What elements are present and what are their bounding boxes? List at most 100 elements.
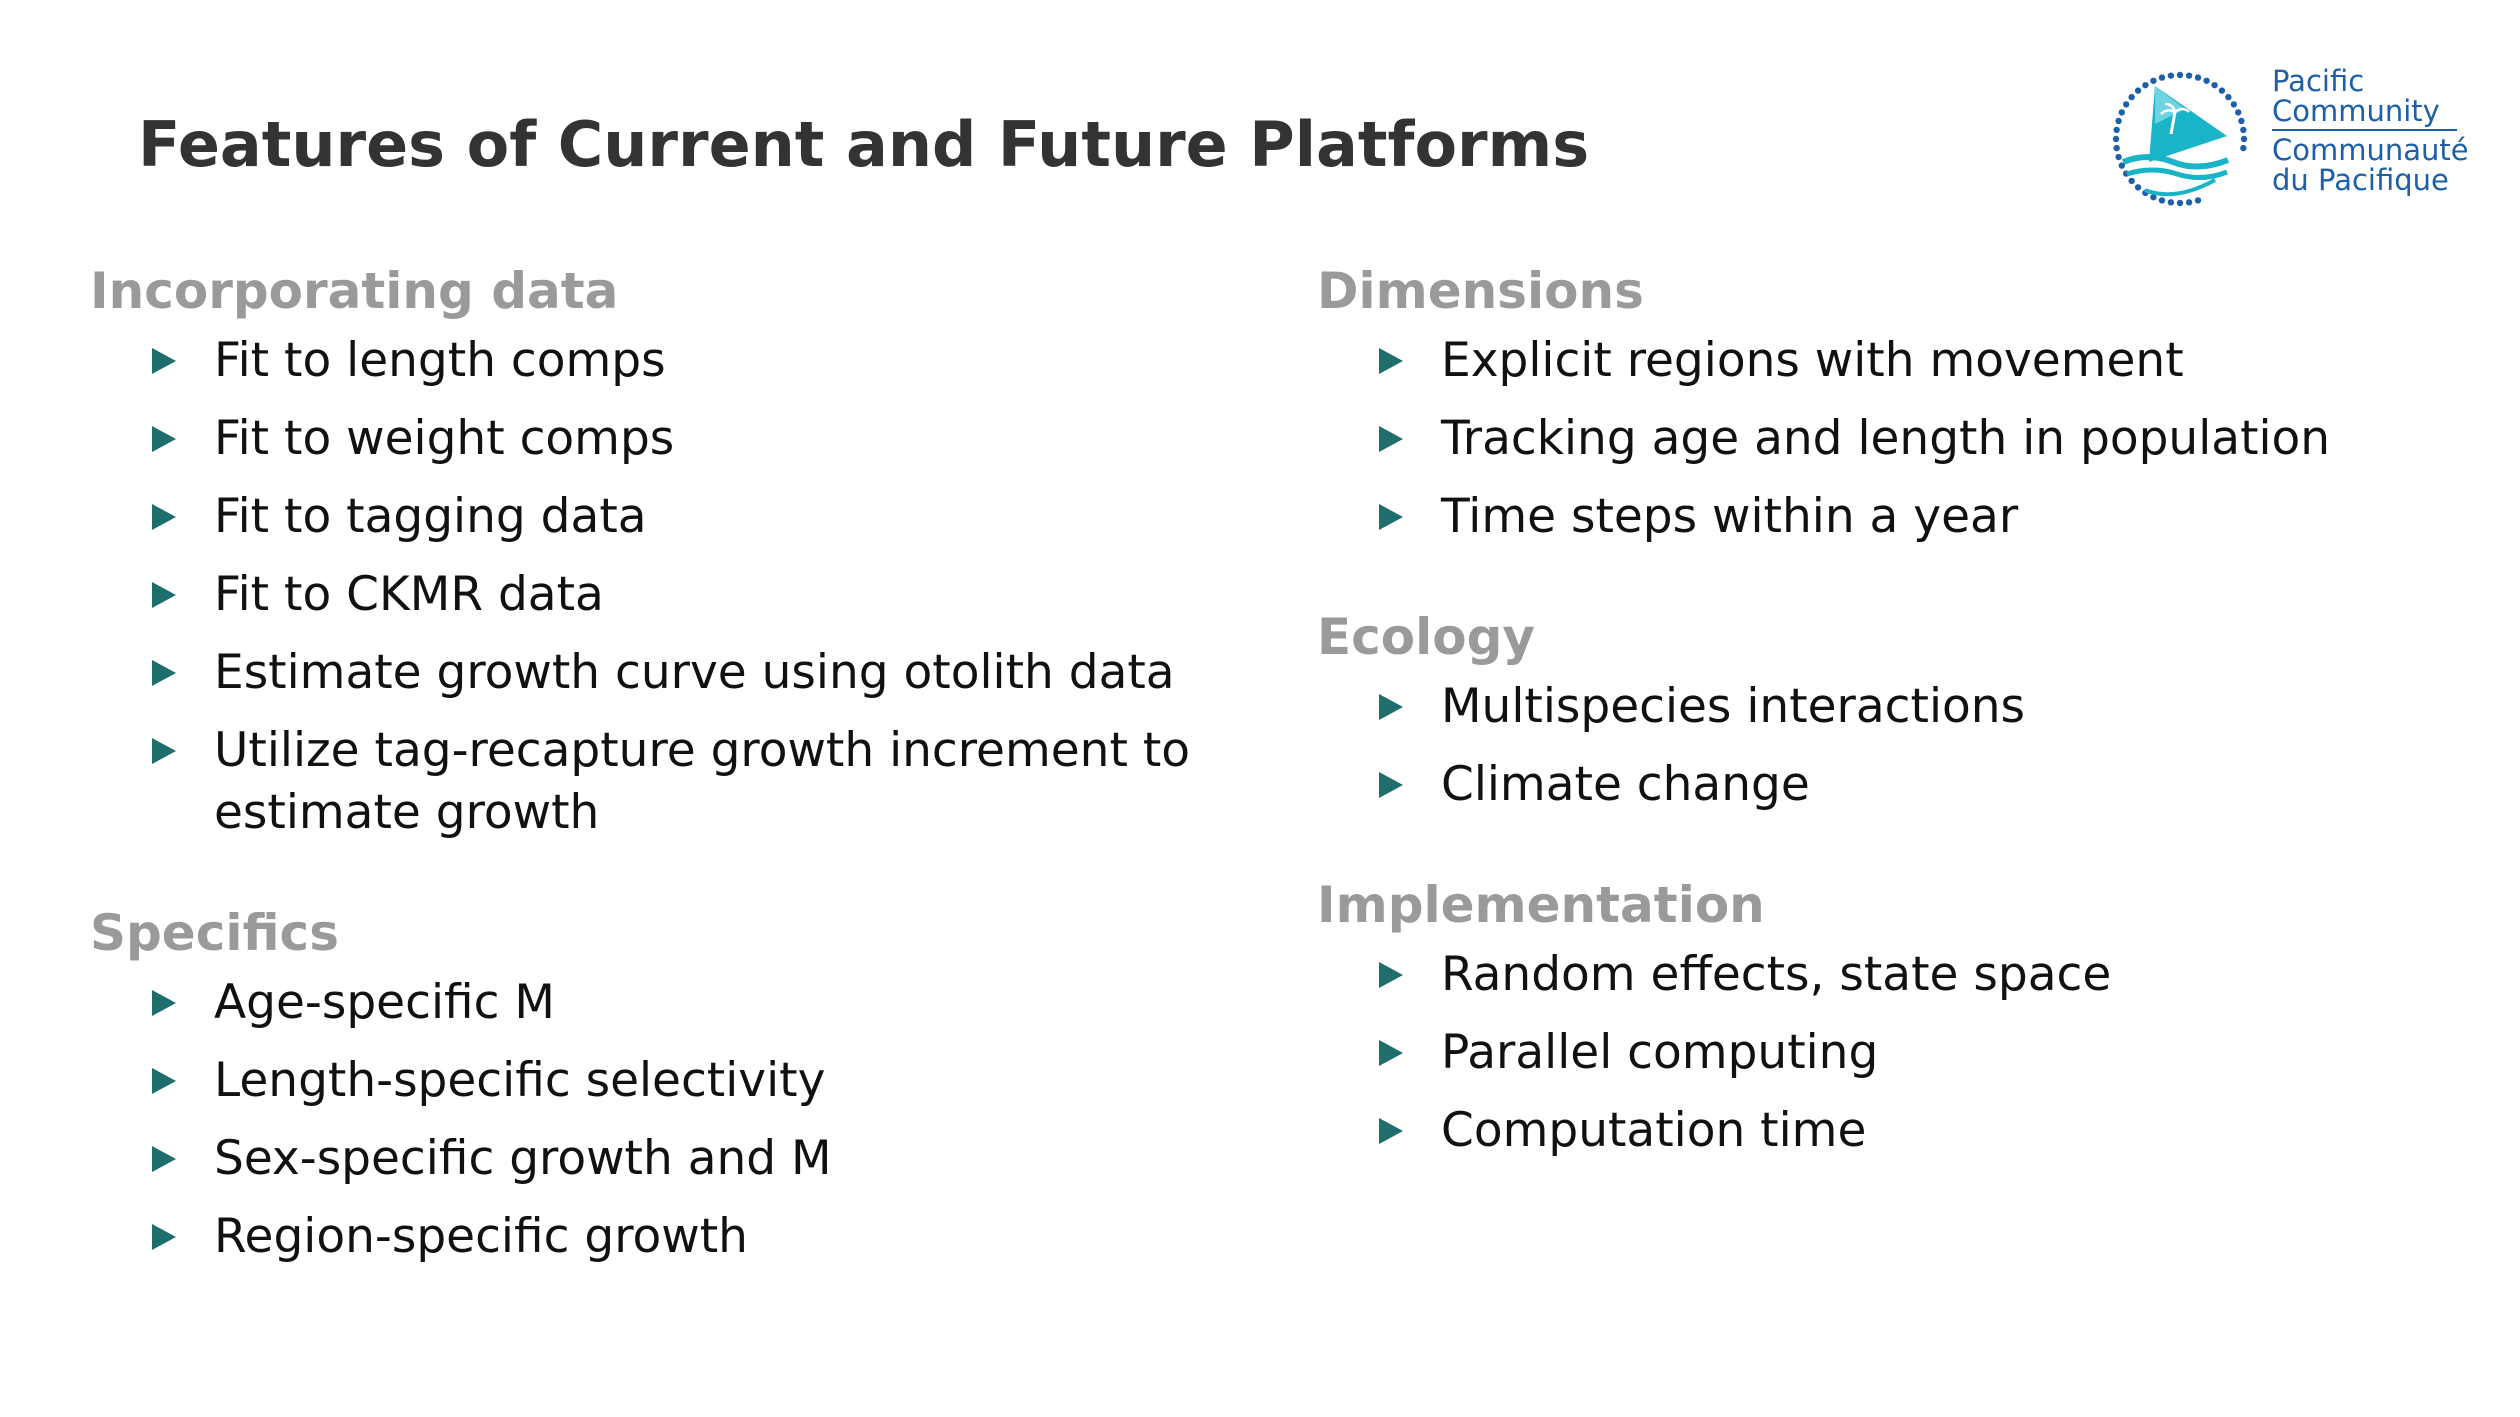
section-implementation: Implementation Random effects, state spa… xyxy=(1317,872,2467,1162)
logo-line-3: Communauté xyxy=(2272,133,2469,167)
bullet-item: Parallel computing xyxy=(1317,1022,2441,1084)
logo-dot xyxy=(2128,93,2135,101)
logo-dot xyxy=(2128,177,2135,185)
section-heading: Incorporating data xyxy=(90,262,619,320)
left-column: Incorporating data Fit to length comps F… xyxy=(90,258,1240,1324)
logo-dot xyxy=(2176,71,2184,79)
triangle-bullet-icon xyxy=(152,348,176,374)
logo-dot xyxy=(2211,81,2218,89)
triangle-bullet-icon xyxy=(152,1068,176,1094)
triangle-bullet-icon xyxy=(152,738,176,764)
bullet-text: Climate change xyxy=(1441,757,1810,812)
logo-dot xyxy=(2115,117,2122,125)
section-heading: Dimensions xyxy=(1317,262,1644,320)
bullet-item: Length-specific selectivity xyxy=(90,1050,1214,1112)
triangle-bullet-icon xyxy=(1379,1118,1403,1144)
bullet-text: Parallel computing xyxy=(1441,1025,1879,1080)
logo-line-2: Community xyxy=(2272,94,2440,128)
triangle-bullet-icon xyxy=(152,660,176,686)
logo-dot xyxy=(2240,126,2247,134)
logo-dot xyxy=(2118,109,2125,116)
bullet-list: Explicit regions with movement Tracking … xyxy=(1317,330,2467,548)
logo-dot xyxy=(2185,199,2193,206)
bullet-text: Length-specific selectivity xyxy=(214,1053,826,1108)
bullet-text: Multispecies interactions xyxy=(1441,679,2026,734)
bullet-list: Fit to length comps Fit to weight comps … xyxy=(90,330,1240,844)
logo-dot xyxy=(2122,101,2130,108)
triangle-bullet-icon xyxy=(152,990,176,1016)
logo-dot xyxy=(2167,199,2175,206)
triangle-bullet-icon xyxy=(152,504,176,530)
bullet-item: Region-specific growth xyxy=(90,1206,1214,1268)
triangle-bullet-icon xyxy=(1379,504,1403,530)
section-ecology: Ecology Multispecies interactions Climat… xyxy=(1317,604,2467,816)
bullet-text: Fit to CKMR data xyxy=(214,567,604,622)
logo-line-1: Pacific xyxy=(2272,64,2365,98)
logo-dot xyxy=(2113,126,2120,134)
triangle-bullet-icon xyxy=(1379,962,1403,988)
triangle-bullet-icon xyxy=(1379,426,1403,452)
logo-text: Pacific Community Communauté du Pacifiqu… xyxy=(2272,66,2469,195)
bullet-text: Computation time xyxy=(1441,1103,1867,1158)
bullet-list: Multispecies interactions Climate change xyxy=(1317,676,2467,816)
bullet-item: Estimate growth curve using otolith data xyxy=(90,642,1214,704)
logo-dot xyxy=(2113,144,2120,152)
logo-dot xyxy=(2118,162,2125,169)
triangle-bullet-icon xyxy=(152,1146,176,1172)
logo-dot xyxy=(2150,77,2157,84)
logo-dot xyxy=(2240,135,2248,143)
bullet-item: Computation time xyxy=(1317,1100,2441,1162)
section-dimensions: Dimensions Explicit regions with movemen… xyxy=(1317,258,2467,548)
bullet-text: Fit to length comps xyxy=(214,333,666,388)
bullet-text: Fit to weight comps xyxy=(214,411,675,466)
section-heading: Specifics xyxy=(90,904,339,962)
logo-divider xyxy=(2272,129,2457,131)
logo-dot xyxy=(2134,87,2142,94)
logo-dot xyxy=(2218,87,2226,94)
bullet-text: Utilize tag-recapture growth increment t… xyxy=(214,723,1191,840)
logo-dot xyxy=(2235,109,2242,116)
slide-title: Features of Current and Future Platforms xyxy=(138,108,1590,181)
triangle-bullet-icon xyxy=(1379,348,1403,374)
logo-dot xyxy=(2185,72,2193,79)
logo-dot xyxy=(2203,77,2210,84)
triangle-bullet-icon xyxy=(1379,1040,1403,1066)
logo-dot xyxy=(2167,72,2175,79)
logo-dot xyxy=(2134,184,2142,191)
logo-dot xyxy=(2238,117,2245,125)
bullet-text: Region-specific growth xyxy=(214,1209,748,1264)
pacific-community-logo-icon xyxy=(2112,71,2248,207)
bullet-item: Age-specific M xyxy=(90,972,1214,1034)
section-specifics: Specifics Age-specific M Length-specific… xyxy=(90,900,1240,1268)
logo-dot xyxy=(2158,74,2166,81)
triangle-bullet-icon xyxy=(1379,694,1403,720)
bullet-item: Tracking age and length in population xyxy=(1317,408,2441,470)
bullet-text: Time steps within a year xyxy=(1441,489,2019,544)
bullet-list: Age-specific M Length-specific selectivi… xyxy=(90,972,1240,1268)
bullet-item: Multispecies interactions xyxy=(1317,676,2441,738)
bullet-text: Tracking age and length in population xyxy=(1441,411,2331,466)
bullet-item: Fit to length comps xyxy=(90,330,1214,392)
logo-dot xyxy=(2194,197,2202,204)
bullet-item: Climate change xyxy=(1317,754,2441,816)
logo-dot xyxy=(2225,93,2232,101)
bullet-item: Sex-specific growth and M xyxy=(90,1128,1214,1190)
logo-dot xyxy=(2115,153,2122,161)
bullet-text: Fit to tagging data xyxy=(214,489,647,544)
triangle-bullet-icon xyxy=(1379,772,1403,798)
logo-dot xyxy=(2112,135,2120,143)
logo-dot xyxy=(2230,101,2238,108)
logo-dot xyxy=(2150,194,2157,201)
triangle-bullet-icon xyxy=(152,1224,176,1250)
bullet-item: Fit to weight comps xyxy=(90,408,1214,470)
bullet-text: Estimate growth curve using otolith data xyxy=(214,645,1175,700)
triangle-bullet-icon xyxy=(152,426,176,452)
section-heading: Implementation xyxy=(1317,876,1765,934)
bullet-text: Random effects, state space xyxy=(1441,947,2112,1002)
bullet-text: Age-specific M xyxy=(214,975,555,1030)
bullet-text: Sex-specific growth and M xyxy=(214,1131,832,1186)
logo-line-4: du Pacifique xyxy=(2272,163,2449,197)
bullet-item: Explicit regions with movement xyxy=(1317,330,2441,392)
bullet-item: Fit to CKMR data xyxy=(90,564,1214,626)
logo-dot xyxy=(2176,199,2184,207)
